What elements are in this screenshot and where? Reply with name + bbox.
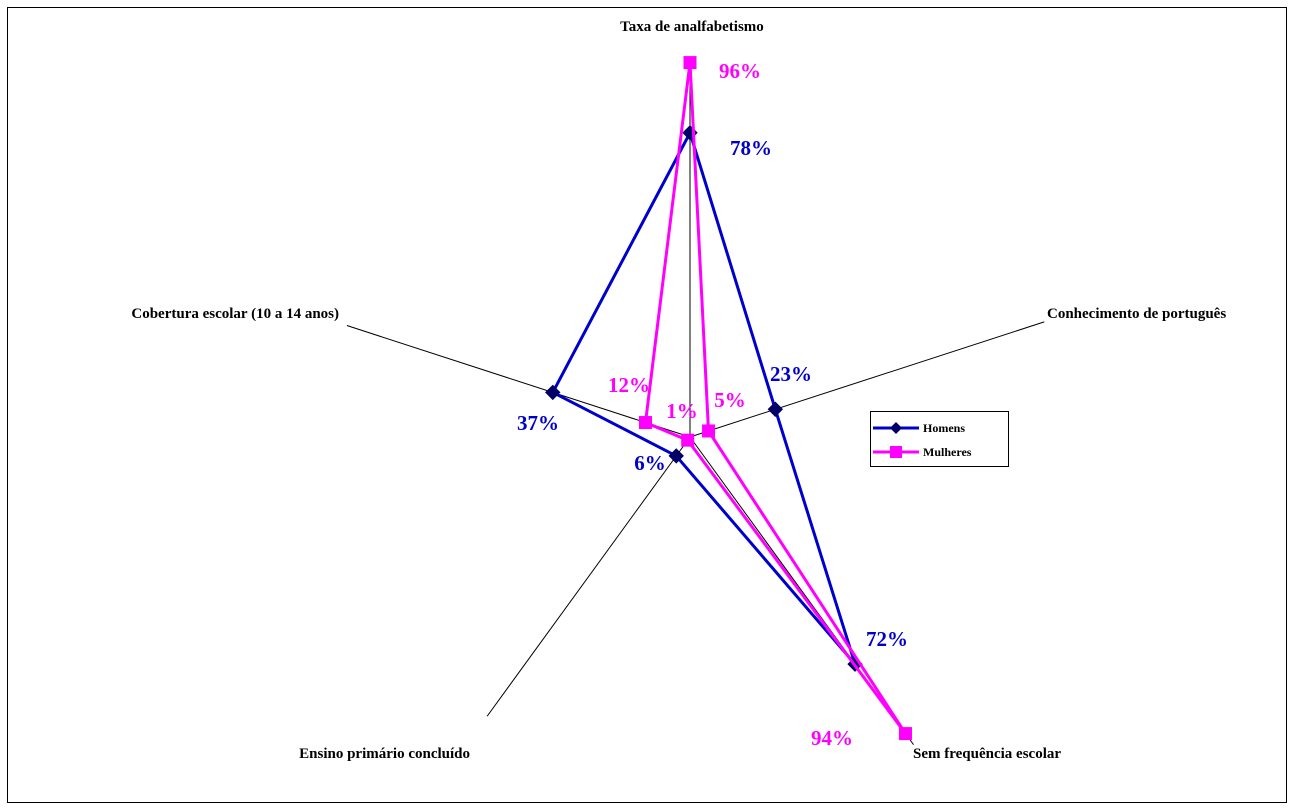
legend-label-mulheres: Mulheres <box>923 444 972 459</box>
marker-homens-ensino-primario-concluido <box>668 448 684 464</box>
series-line-homens <box>550 128 857 666</box>
axis-label-cobertura-escolar-10-a-14-anos: Cobertura escolar (10 a 14 anos) <box>131 306 339 322</box>
marker-mulheres-cobertura-escolar-10-a-14-anos <box>638 416 652 430</box>
data-label-mulheres-sem-frequencia-escolar: 94% <box>811 726 853 750</box>
legend-swatch-homens <box>871 418 921 438</box>
axis-spoke-cobertura-escolar-10-a-14-anos <box>346 325 691 438</box>
axis-label-ensino-primario-concluido: Ensino primário concluído <box>299 746 470 762</box>
data-label-homens-ensino-primario-concluido: 6% <box>634 451 666 475</box>
data-label-mulheres-taxa-de-analfabetismo: 96% <box>719 59 761 83</box>
series-line-mulheres <box>643 62 907 735</box>
axis-spoke-conhecimento-de-portugues <box>689 321 1045 438</box>
legend-swatch-mulheres <box>871 442 921 462</box>
data-label-mulheres-cobertura-escolar-10-a-14-anos: 12% <box>608 373 650 397</box>
legend: Homens Mulheres <box>870 411 1009 467</box>
data-label-homens-taxa-de-analfabetismo: 78% <box>730 136 772 160</box>
data-label-homens-cobertura-escolar-10-a-14-anos: 37% <box>517 411 559 435</box>
data-label-homens-conhecimento-de-portugues: 23% <box>770 362 812 386</box>
axis-label-conhecimento-de-portugues: Conhecimento de português <box>1047 306 1226 322</box>
legend-item-mulheres: Mulheres <box>871 442 971 462</box>
data-label-mulheres-conhecimento-de-portugues: 5% <box>714 388 746 412</box>
marker-mulheres-conhecimento-de-portugues <box>702 424 716 438</box>
marker-mulheres-ensino-primario-concluido <box>681 433 695 447</box>
marker-homens-cobertura-escolar-10-a-14-anos <box>545 384 561 401</box>
marker-homens-conhecimento-de-portugues <box>767 401 784 417</box>
marker-mulheres-taxa-de-analfabetismo <box>683 56 697 70</box>
legend-label-homens: Homens <box>923 420 965 435</box>
legend-item-homens: Homens <box>871 418 965 438</box>
marker-mulheres-sem-frequencia-escolar <box>898 727 912 741</box>
axis-label-sem-frequencia-escolar: Sem frequência escolar <box>913 746 1061 762</box>
data-label-homens-sem-frequencia-escolar: 72% <box>866 627 908 651</box>
data-label-mulheres-ensino-primario-concluido: 1% <box>666 399 698 423</box>
axis-label-taxa-de-analfabetismo: Taxa de analfabetismo <box>620 19 764 35</box>
axis-spoke-ensino-primario-concluido <box>486 436 691 717</box>
